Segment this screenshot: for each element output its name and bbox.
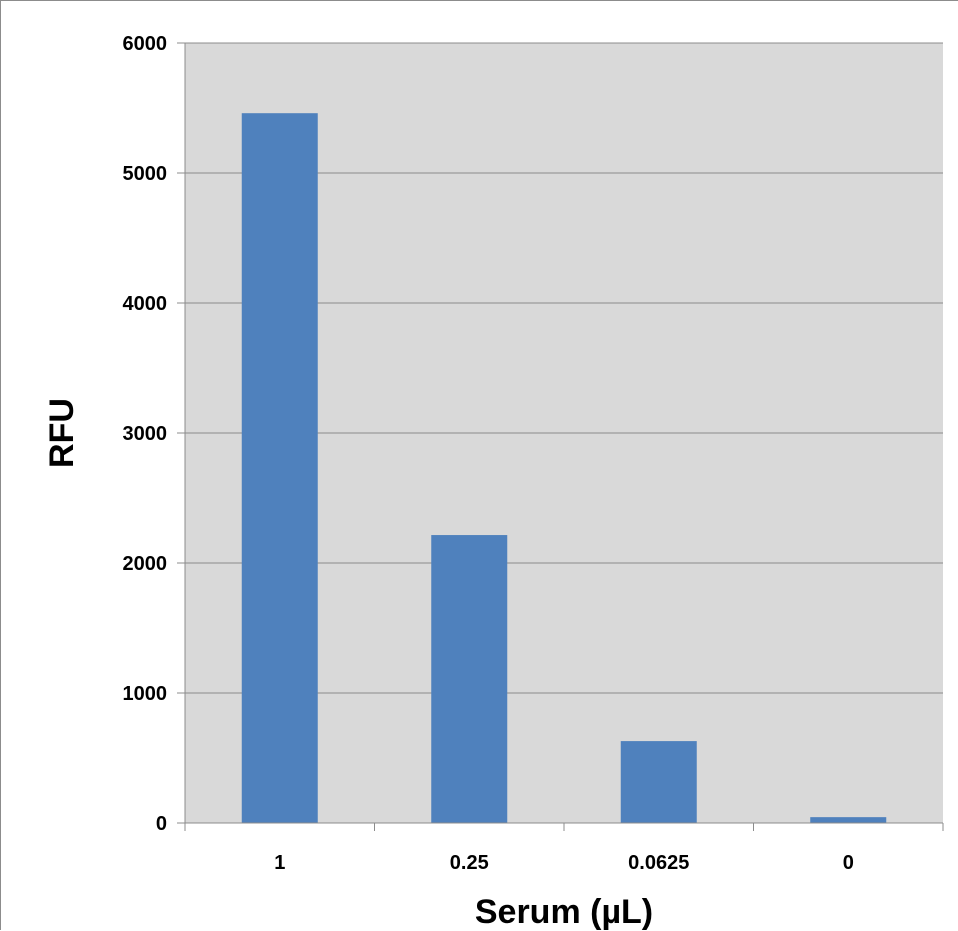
y-tick-label: 6000 [123, 33, 168, 55]
y-axis-title: RFU [43, 398, 81, 468]
x-axis-title: Serum (µL) [475, 893, 653, 931]
bar-0 [810, 817, 887, 823]
x-tick-label: 0.25 [450, 852, 489, 874]
x-tick-label: 0 [843, 852, 854, 874]
bar-1 [241, 113, 318, 823]
axes [177, 42, 944, 831]
bar-0.0625 [620, 741, 697, 823]
bars [241, 113, 887, 823]
y-tick-label: 5000 [123, 163, 168, 185]
x-tick-label: 0.0625 [628, 852, 689, 874]
y-tick-label: 4000 [123, 293, 168, 315]
x-tick-labels: 1 0.25 0.0625 0 [274, 852, 854, 874]
x-tick-label: 1 [274, 852, 285, 874]
y-tick-label: 2000 [123, 553, 168, 575]
y-tick-label: 3000 [123, 423, 168, 445]
y-tick-labels: 0 1000 2000 3000 4000 5000 6000 [123, 33, 168, 835]
y-tick-label: 1000 [123, 683, 168, 705]
bar-0.25 [431, 535, 508, 823]
y-tick-label: 0 [156, 813, 167, 835]
